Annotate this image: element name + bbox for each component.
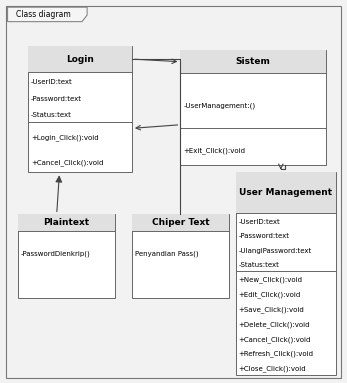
Text: -Status:text: -Status:text <box>238 262 279 268</box>
Text: User Management: User Management <box>239 188 332 197</box>
Text: +Save_Click():void: +Save_Click():void <box>238 306 304 313</box>
Bar <box>236 172 336 213</box>
Text: -Password:text: -Password:text <box>238 233 289 239</box>
Text: -UserID:text: -UserID:text <box>31 79 73 85</box>
Text: -UserManagement:(): -UserManagement:() <box>183 103 255 110</box>
Bar <box>28 46 132 172</box>
Text: +Refresh_Click():void: +Refresh_Click():void <box>238 350 313 357</box>
Text: Penyandian Pass(): Penyandian Pass() <box>135 250 198 257</box>
Bar <box>28 46 132 72</box>
Bar <box>236 172 336 375</box>
Text: Login: Login <box>66 55 94 64</box>
Bar <box>132 214 229 231</box>
Text: Plaintext: Plaintext <box>43 218 90 227</box>
Bar <box>180 50 325 165</box>
Text: +Close_Click():void: +Close_Click():void <box>238 365 306 372</box>
Text: Chiper Text: Chiper Text <box>152 218 209 227</box>
Bar <box>18 214 115 231</box>
Bar <box>180 50 325 73</box>
Text: +Edit_Click():void: +Edit_Click():void <box>238 291 301 298</box>
Text: -Password:text: -Password:text <box>31 95 82 101</box>
Text: +Login_Click():void: +Login_Click():void <box>31 134 99 141</box>
Text: +Delete_Click():void: +Delete_Click():void <box>238 321 310 328</box>
Bar <box>132 214 229 298</box>
Bar <box>18 214 115 298</box>
Text: Class diagram: Class diagram <box>16 10 71 19</box>
Text: -Status:text: -Status:text <box>31 112 72 118</box>
Text: +New_Click():void: +New_Click():void <box>238 277 303 283</box>
Text: -UserID:text: -UserID:text <box>238 219 280 224</box>
Text: -PasswordDienkrip(): -PasswordDienkrip() <box>21 250 91 257</box>
Text: +Cancel_Click():void: +Cancel_Click():void <box>238 336 311 342</box>
Text: +Exit_Click():void: +Exit_Click():void <box>183 147 245 154</box>
Text: Sistem: Sistem <box>236 57 270 66</box>
Polygon shape <box>8 7 87 22</box>
Text: -UlangiPassword:text: -UlangiPassword:text <box>238 248 312 254</box>
Text: +Cancel_Click():void: +Cancel_Click():void <box>31 159 103 166</box>
